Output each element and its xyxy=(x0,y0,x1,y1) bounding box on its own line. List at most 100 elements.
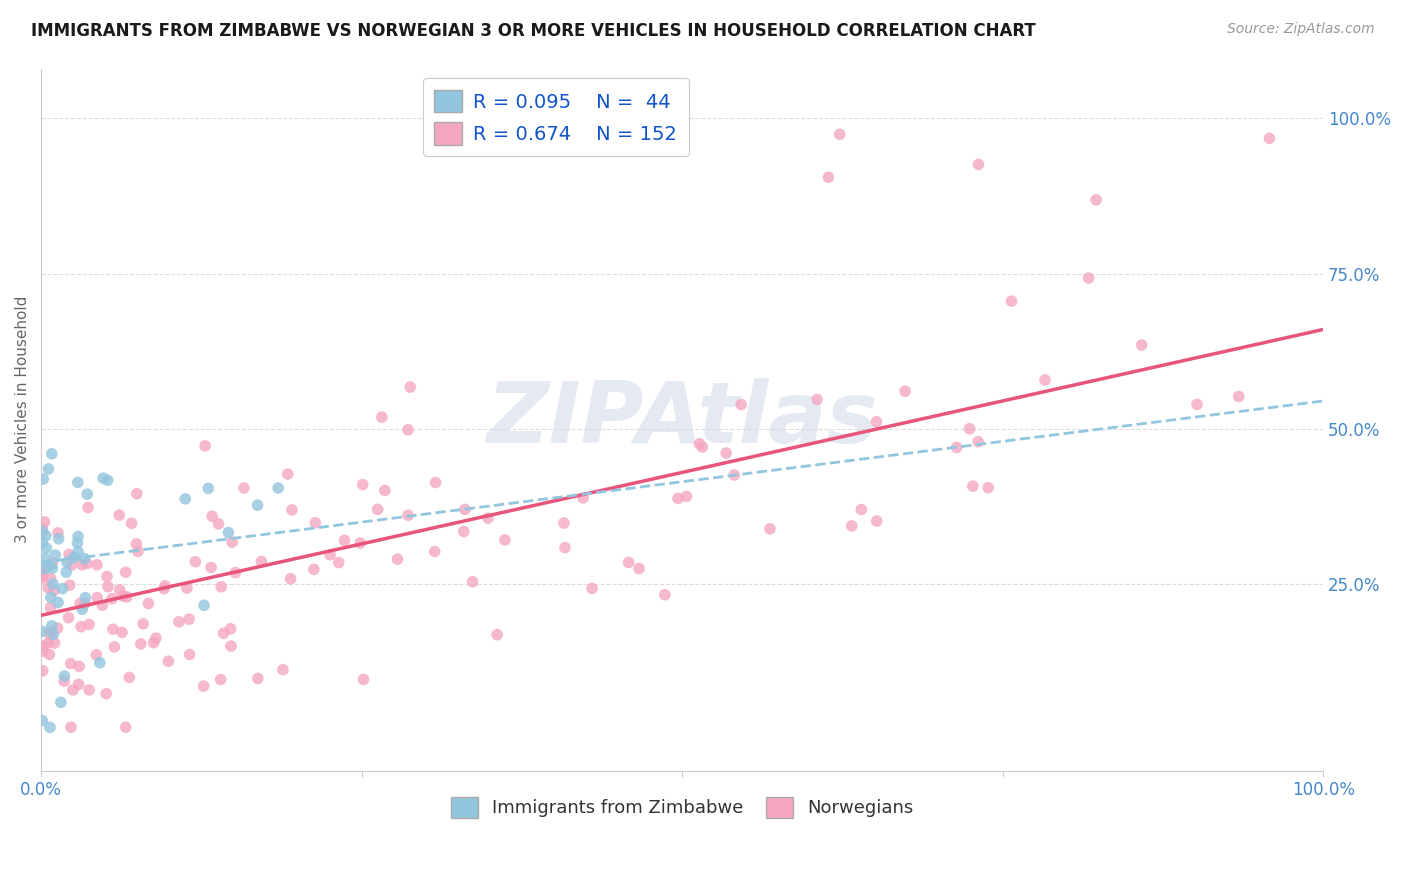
Point xyxy=(221,535,243,549)
Point xyxy=(692,440,714,454)
Point xyxy=(62,682,84,697)
Point xyxy=(977,481,1000,495)
Point xyxy=(828,128,851,142)
Point xyxy=(67,659,90,673)
Point xyxy=(371,410,394,425)
Point xyxy=(111,625,134,640)
Point xyxy=(454,502,477,516)
Point xyxy=(46,525,69,540)
Text: Source: ZipAtlas.com: Source: ZipAtlas.com xyxy=(1227,22,1375,37)
Point xyxy=(34,551,56,566)
Point xyxy=(96,687,118,701)
Point xyxy=(41,447,63,461)
Point xyxy=(945,441,967,455)
Point xyxy=(70,620,93,634)
Point xyxy=(31,524,53,539)
Point xyxy=(41,556,63,570)
Point xyxy=(53,669,76,683)
Point xyxy=(866,514,889,528)
Point xyxy=(37,636,59,650)
Y-axis label: 3 or more Vehicles in Household: 3 or more Vehicles in Household xyxy=(15,296,30,543)
Point xyxy=(666,491,689,506)
Point xyxy=(70,558,93,572)
Point xyxy=(817,170,839,185)
Point xyxy=(35,529,58,543)
Point xyxy=(367,502,389,516)
Point xyxy=(157,654,180,668)
Point xyxy=(39,624,62,639)
Point xyxy=(101,622,124,636)
Point xyxy=(32,562,55,576)
Point xyxy=(806,392,828,407)
Point xyxy=(44,548,66,562)
Point xyxy=(59,578,82,592)
Point xyxy=(224,566,246,580)
Point xyxy=(246,672,269,686)
Point xyxy=(142,636,165,650)
Text: ZIPAtlas: ZIPAtlas xyxy=(486,378,877,461)
Point xyxy=(84,648,107,662)
Point xyxy=(723,468,745,483)
Point xyxy=(271,663,294,677)
Point xyxy=(86,558,108,572)
Point xyxy=(281,503,304,517)
Point xyxy=(333,533,356,548)
Point xyxy=(174,491,197,506)
Point xyxy=(209,673,232,687)
Point xyxy=(399,380,422,394)
Point xyxy=(101,591,124,606)
Point xyxy=(115,590,138,604)
Point xyxy=(73,551,96,566)
Point xyxy=(39,720,62,734)
Point xyxy=(396,508,419,523)
Point xyxy=(75,591,97,605)
Point xyxy=(66,545,89,559)
Point xyxy=(77,682,100,697)
Point xyxy=(37,462,59,476)
Point xyxy=(453,524,475,539)
Point xyxy=(77,500,100,515)
Point xyxy=(48,532,70,546)
Point xyxy=(32,472,55,486)
Point xyxy=(66,475,89,490)
Point xyxy=(423,544,446,558)
Point xyxy=(177,612,200,626)
Point xyxy=(153,582,176,596)
Point xyxy=(217,525,239,540)
Point xyxy=(127,544,149,558)
Point xyxy=(349,536,371,550)
Point xyxy=(967,434,990,449)
Point xyxy=(66,536,89,550)
Point xyxy=(851,502,873,516)
Point xyxy=(67,529,90,543)
Point xyxy=(179,648,201,662)
Point xyxy=(193,679,215,693)
Point xyxy=(38,648,60,662)
Point xyxy=(280,572,302,586)
Point xyxy=(91,598,114,612)
Point xyxy=(627,561,650,575)
Point xyxy=(96,569,118,583)
Point xyxy=(69,596,91,610)
Point xyxy=(76,557,98,571)
Point xyxy=(494,533,516,547)
Point xyxy=(387,552,409,566)
Point xyxy=(58,610,80,624)
Point xyxy=(232,481,254,495)
Point xyxy=(461,574,484,589)
Point xyxy=(72,602,94,616)
Point xyxy=(114,566,136,580)
Point xyxy=(1000,294,1022,309)
Point xyxy=(959,422,981,436)
Point xyxy=(132,616,155,631)
Point xyxy=(114,720,136,734)
Point xyxy=(212,626,235,640)
Point xyxy=(894,384,917,399)
Point xyxy=(730,398,752,412)
Point xyxy=(91,471,114,485)
Point xyxy=(967,157,990,171)
Point xyxy=(572,491,595,505)
Point xyxy=(31,664,53,678)
Point xyxy=(103,640,125,654)
Point xyxy=(581,582,603,596)
